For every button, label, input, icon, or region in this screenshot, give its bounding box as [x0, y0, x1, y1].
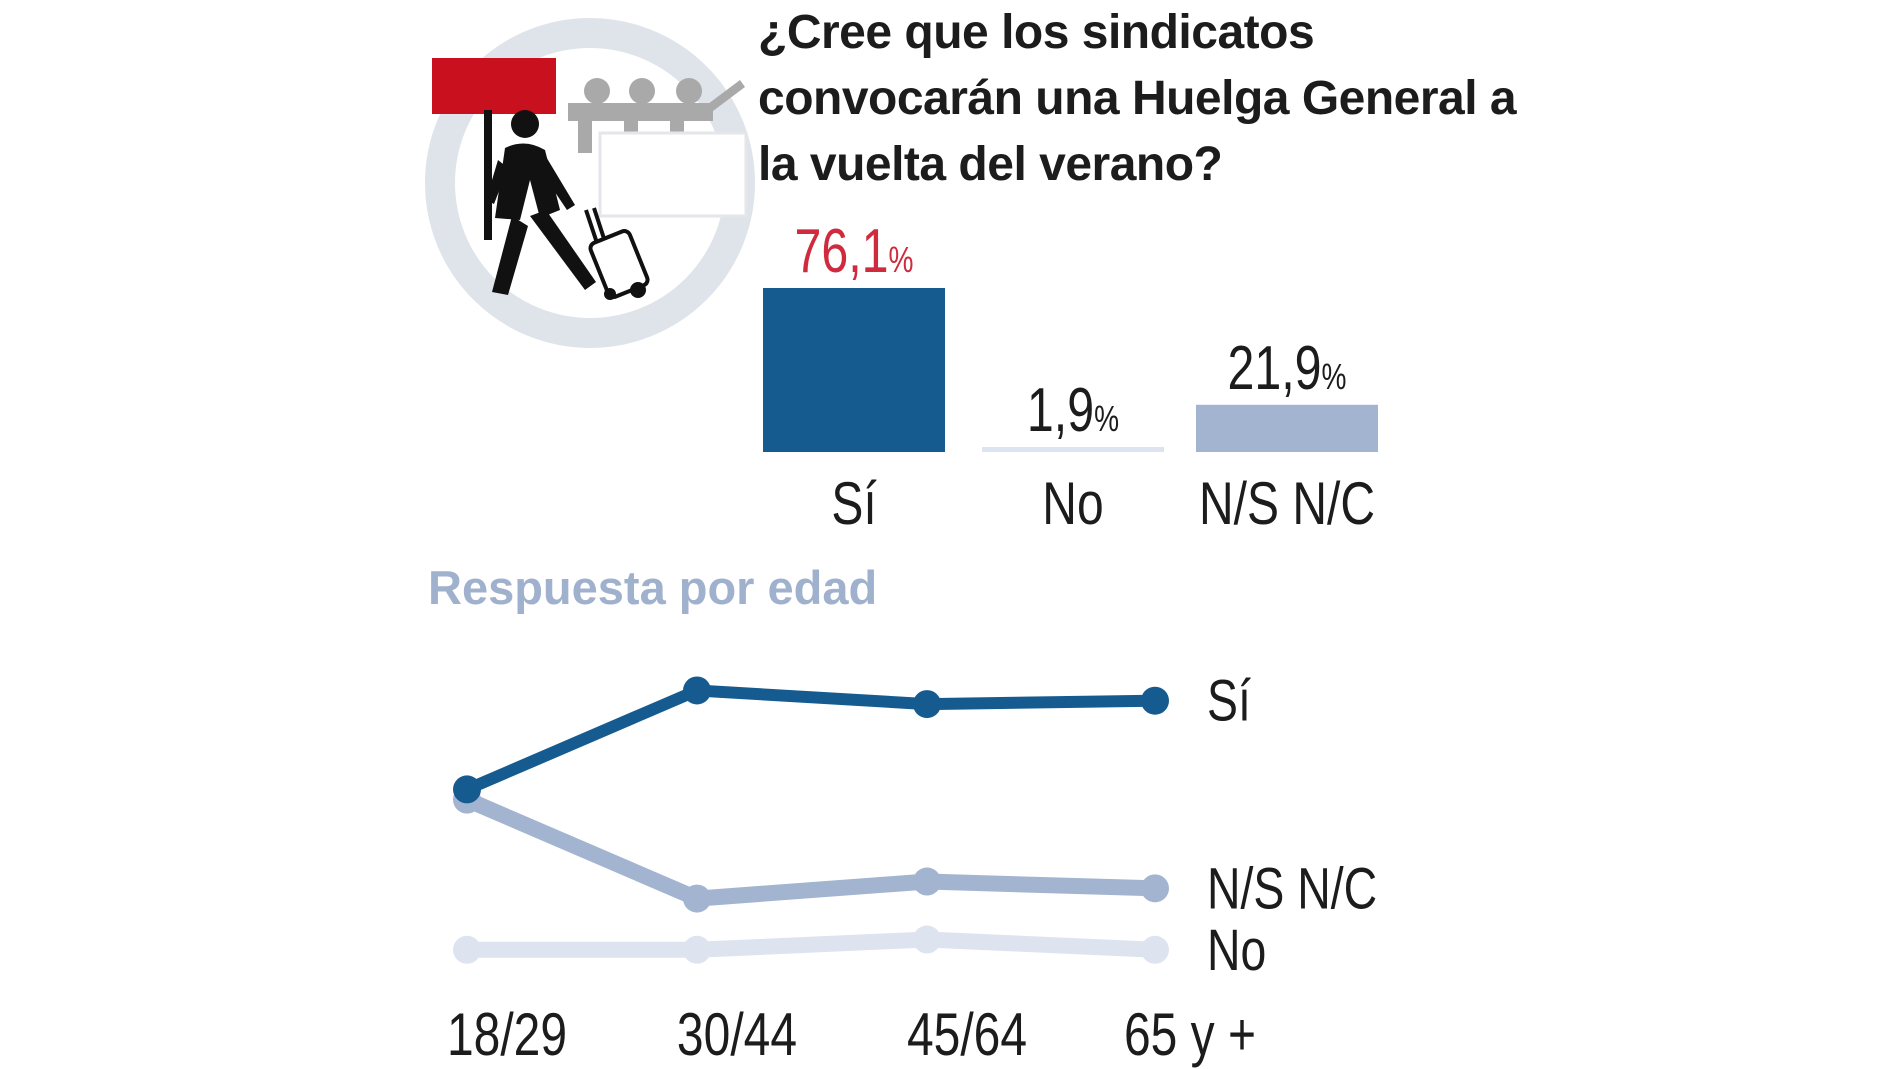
series-2-point-1 [683, 935, 711, 964]
series-1-point-2 [913, 867, 941, 896]
series-0-point-0 [453, 775, 481, 804]
series-0-point-3 [1141, 686, 1169, 715]
bar-category-label-1: No [1042, 470, 1103, 537]
series-1-point-1 [683, 884, 711, 913]
x-tick-label-0: 18/29 [447, 1001, 567, 1068]
bar-category-label-2: N/S N/C [1199, 470, 1375, 537]
x-tick-label-3: 65 y + [1124, 1001, 1256, 1068]
bar-2 [1196, 404, 1378, 452]
bar-value-label-0: 76,1% [794, 216, 913, 285]
age-section-title: Respuesta por edad [428, 561, 878, 614]
bar-0 [763, 288, 945, 452]
x-tick-label-1: 30/44 [677, 1001, 797, 1068]
series-line-1 [459, 791, 1163, 907]
bar-value-label-1: 1,9% [1027, 375, 1119, 444]
series-0-point-1 [683, 676, 711, 705]
series-label-2: No [1207, 918, 1266, 983]
bar-category-label-0: Sí [831, 470, 876, 537]
bar-value-label-2: 21,9% [1227, 333, 1346, 402]
series-1-point-3 [1141, 874, 1169, 903]
series-2-point-3 [1141, 935, 1169, 964]
bar-1 [982, 447, 1164, 452]
question-title: ¿Cree que los sindicatos convocarán una … [758, 6, 1517, 191]
series-line-2 [459, 931, 1163, 958]
series-2-point-2 [913, 925, 941, 954]
series-label-1: N/S N/C [1207, 856, 1377, 921]
series-2-point-0 [453, 935, 481, 964]
x-tick-label-2: 45/64 [907, 1001, 1027, 1068]
series-label-0: Sí [1207, 669, 1251, 734]
series-0-point-2 [913, 690, 941, 719]
series-line-0 [461, 684, 1161, 796]
